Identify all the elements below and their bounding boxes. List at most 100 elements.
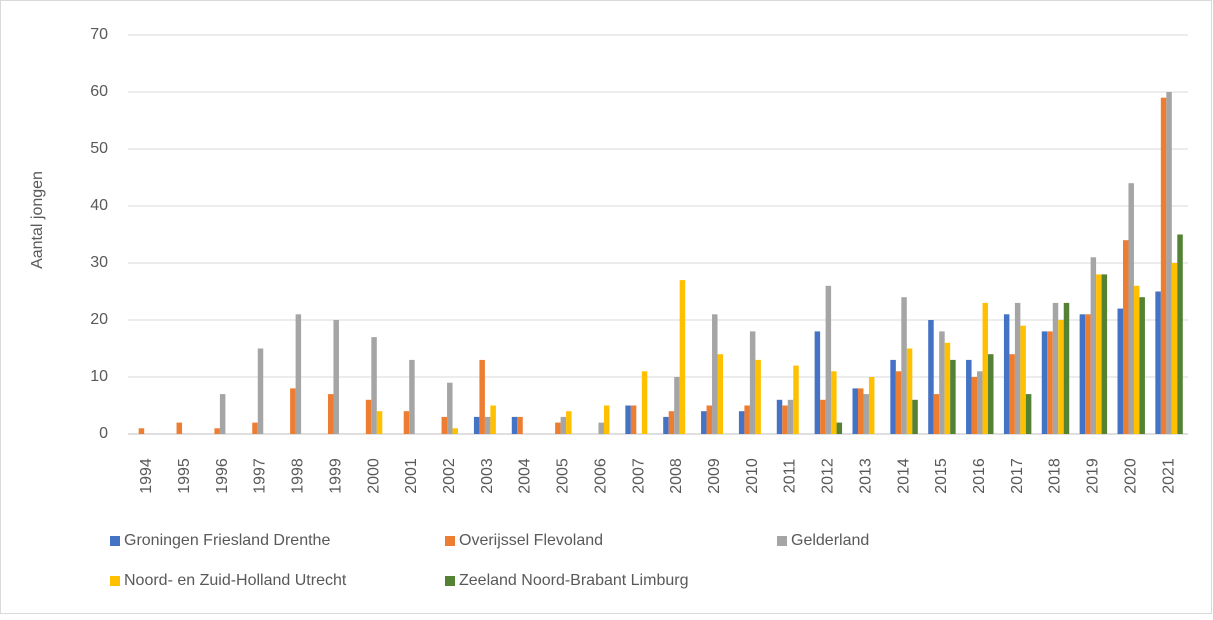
- bar: [1020, 325, 1026, 434]
- x-tick-label: 2013: [857, 458, 874, 494]
- bar: [820, 399, 826, 434]
- bar: [409, 359, 415, 434]
- bar: [566, 411, 572, 434]
- x-tick-label: 2006: [592, 458, 609, 494]
- bar: [971, 377, 978, 434]
- bar: [560, 416, 567, 434]
- bar: [836, 422, 843, 434]
- bar: [441, 416, 448, 434]
- bar: [901, 297, 907, 434]
- x-tick-label: 2007: [630, 458, 647, 494]
- bar: [912, 399, 918, 434]
- bar: [1171, 263, 1178, 434]
- bar: [706, 405, 713, 434]
- bar: [1009, 354, 1015, 434]
- bar: [490, 405, 496, 434]
- bar: [1177, 234, 1183, 434]
- bar: [555, 422, 561, 434]
- y-tick-label: 40: [90, 197, 108, 214]
- bar: [511, 416, 518, 434]
- legend-label: Gelderland: [791, 532, 869, 549]
- legend-swatch: [445, 536, 455, 546]
- bar: [1096, 274, 1102, 434]
- bar: [701, 411, 707, 434]
- bar: [674, 377, 680, 434]
- bar: [668, 411, 675, 434]
- bar: [928, 320, 934, 434]
- bar: [1122, 240, 1129, 434]
- bar: [1003, 314, 1010, 434]
- legend-label: Groningen Friesland Drenthe: [124, 532, 330, 549]
- bar: [214, 428, 220, 434]
- bar: [1052, 302, 1059, 434]
- x-tick-label: 2019: [1085, 458, 1102, 494]
- x-tick-label: 2017: [1009, 458, 1026, 494]
- bar: [1047, 331, 1053, 434]
- bar: [138, 428, 145, 434]
- bar: [327, 394, 334, 434]
- bar: [966, 359, 972, 434]
- y-tick-label: 10: [90, 368, 108, 385]
- bar: [890, 359, 896, 434]
- bar: [603, 405, 610, 434]
- bar: [403, 411, 410, 434]
- bar: [1079, 314, 1086, 434]
- bar: [944, 342, 951, 434]
- bar: [176, 422, 183, 434]
- x-tick-label: 2016: [971, 458, 988, 494]
- x-tick-label: 1994: [138, 458, 155, 494]
- bar: [1041, 331, 1048, 434]
- bar: [939, 331, 945, 434]
- x-tick-label: 2012: [820, 458, 837, 494]
- bar: [1101, 274, 1108, 434]
- bar: [257, 348, 264, 434]
- bar: [1166, 92, 1172, 434]
- legend-swatch: [445, 576, 455, 586]
- bar: [598, 422, 604, 434]
- bar: [473, 416, 480, 434]
- y-tick-label: 60: [90, 83, 108, 100]
- bar: [663, 416, 669, 434]
- y-tick-label: 30: [90, 254, 108, 271]
- x-tick-label: 2008: [668, 458, 685, 494]
- bar: [630, 405, 637, 434]
- bar: [376, 411, 383, 434]
- x-tick-label: 2015: [933, 458, 950, 494]
- x-tick-label: 1996: [214, 458, 231, 494]
- x-tick-label: 2000: [365, 458, 382, 494]
- x-tick-label: 1998: [290, 458, 307, 494]
- bar: [479, 359, 485, 434]
- x-tick-label: 1997: [252, 458, 269, 494]
- bar: [1155, 291, 1161, 434]
- bar: [1133, 285, 1140, 434]
- bar: [1058, 320, 1064, 434]
- legend-swatch: [110, 576, 120, 586]
- bar: [295, 314, 302, 434]
- x-tick-label: 2021: [1160, 458, 1177, 494]
- bar: [857, 388, 864, 434]
- y-axis-label: Aantal jongen: [29, 171, 46, 269]
- bar: [749, 331, 756, 434]
- y-tick-label: 70: [90, 26, 108, 43]
- bar: [712, 314, 718, 434]
- bar: [738, 411, 745, 434]
- bar: [484, 416, 491, 434]
- legend-label: Noord- en Zuid-Holland Utrecht: [124, 572, 347, 589]
- bar: [825, 285, 832, 434]
- bar: [744, 405, 750, 434]
- bar: [814, 331, 821, 434]
- bar: [365, 399, 372, 434]
- bar: [787, 399, 794, 434]
- bar: [906, 348, 913, 434]
- bar: [219, 394, 226, 434]
- x-tick-label: 2020: [1122, 458, 1139, 494]
- bar: [852, 388, 858, 434]
- x-tick-label: 2010: [744, 458, 761, 494]
- x-tick-label: 2014: [895, 458, 912, 494]
- bar: [1085, 314, 1091, 434]
- bar: [1160, 97, 1167, 434]
- bar: [1139, 297, 1145, 434]
- bar: [895, 371, 902, 434]
- bar: [793, 365, 799, 434]
